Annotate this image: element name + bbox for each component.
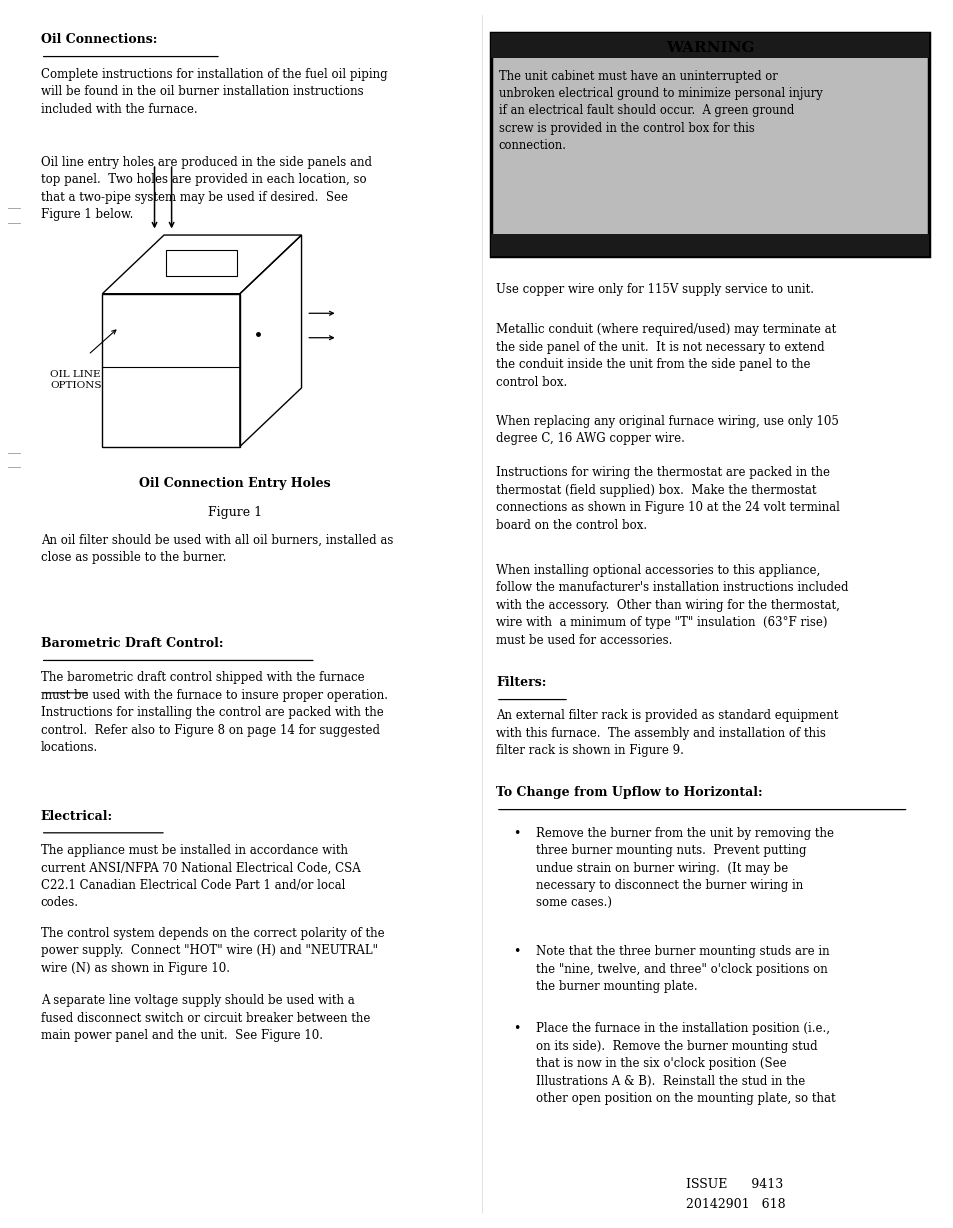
Text: Figure 1: Figure 1 (208, 506, 262, 519)
Text: Filters:: Filters: (496, 677, 546, 689)
Text: Remove the burner from the unit by removing the
three burner mounting nuts.  Pre: Remove the burner from the unit by remov… (536, 826, 833, 910)
Text: Oil line entry holes are produced in the side panels and
top panel.  Two holes a: Oil line entry holes are produced in the… (41, 156, 372, 221)
Text: •: • (513, 946, 520, 958)
FancyBboxPatch shape (491, 233, 928, 255)
Text: Oil Connection Entry Holes: Oil Connection Entry Holes (139, 478, 331, 490)
Text: Oil Connections:: Oil Connections: (41, 33, 157, 47)
Text: The unit cabinet must have an uninterrupted or
unbroken electrical ground to min: The unit cabinet must have an uninterrup… (498, 70, 821, 152)
Text: An oil filter should be used with all oil burners, installed as
close as possibl: An oil filter should be used with all oi… (41, 533, 393, 564)
Text: Barometric Draft Control:: Barometric Draft Control: (41, 637, 223, 651)
Text: Metallic conduit (where required/used) may terminate at
the side panel of the un: Metallic conduit (where required/used) m… (496, 323, 836, 388)
FancyBboxPatch shape (491, 33, 928, 58)
Text: An external filter rack is provided as standard equipment
with this furnace.  Th: An external filter rack is provided as s… (496, 710, 838, 758)
Text: •: • (513, 826, 520, 840)
Text: The appliance must be installed in accordance with
current ANSI/NFPA 70 National: The appliance must be installed in accor… (41, 844, 360, 909)
Text: The barometric draft control shipped with the furnace
must be used with the furn: The barometric draft control shipped wit… (41, 672, 387, 754)
Text: Note that the three burner mounting studs are in
the "nine, twelve, and three" o: Note that the three burner mounting stud… (536, 946, 828, 993)
Text: Complete instructions for installation of the fuel oil piping
will be found in t: Complete instructions for installation o… (41, 68, 387, 115)
Text: A separate line voltage supply should be used with a
fused disconnect switch or : A separate line voltage supply should be… (41, 995, 370, 1043)
FancyBboxPatch shape (491, 33, 928, 255)
Text: Instructions for wiring the thermostat are packed in the
thermostat (field suppl: Instructions for wiring the thermostat a… (496, 467, 839, 532)
Text: 20142901   618: 20142901 618 (685, 1197, 784, 1211)
Text: OIL LINE
OPTIONS: OIL LINE OPTIONS (51, 370, 102, 391)
Text: The control system depends on the correct polarity of the
power supply.  Connect: The control system depends on the correc… (41, 927, 384, 975)
Text: ISSUE      9413: ISSUE 9413 (685, 1178, 782, 1191)
Text: When replacing any original furnace wiring, use only 105
degree C, 16 AWG copper: When replacing any original furnace wiri… (496, 415, 838, 446)
Text: To Change from Upflow to Horizontal:: To Change from Upflow to Horizontal: (496, 786, 761, 799)
Text: Use copper wire only for 115V supply service to unit.: Use copper wire only for 115V supply ser… (496, 282, 813, 296)
Text: WARNING: WARNING (665, 41, 754, 55)
Text: Electrical:: Electrical: (41, 809, 112, 823)
Text: •: • (513, 1022, 520, 1035)
Text: Place the furnace in the installation position (i.e.,
on its side).  Remove the : Place the furnace in the installation po… (536, 1022, 835, 1105)
Text: When installing optional accessories to this appliance,
follow the manufacturer': When installing optional accessories to … (496, 564, 847, 647)
